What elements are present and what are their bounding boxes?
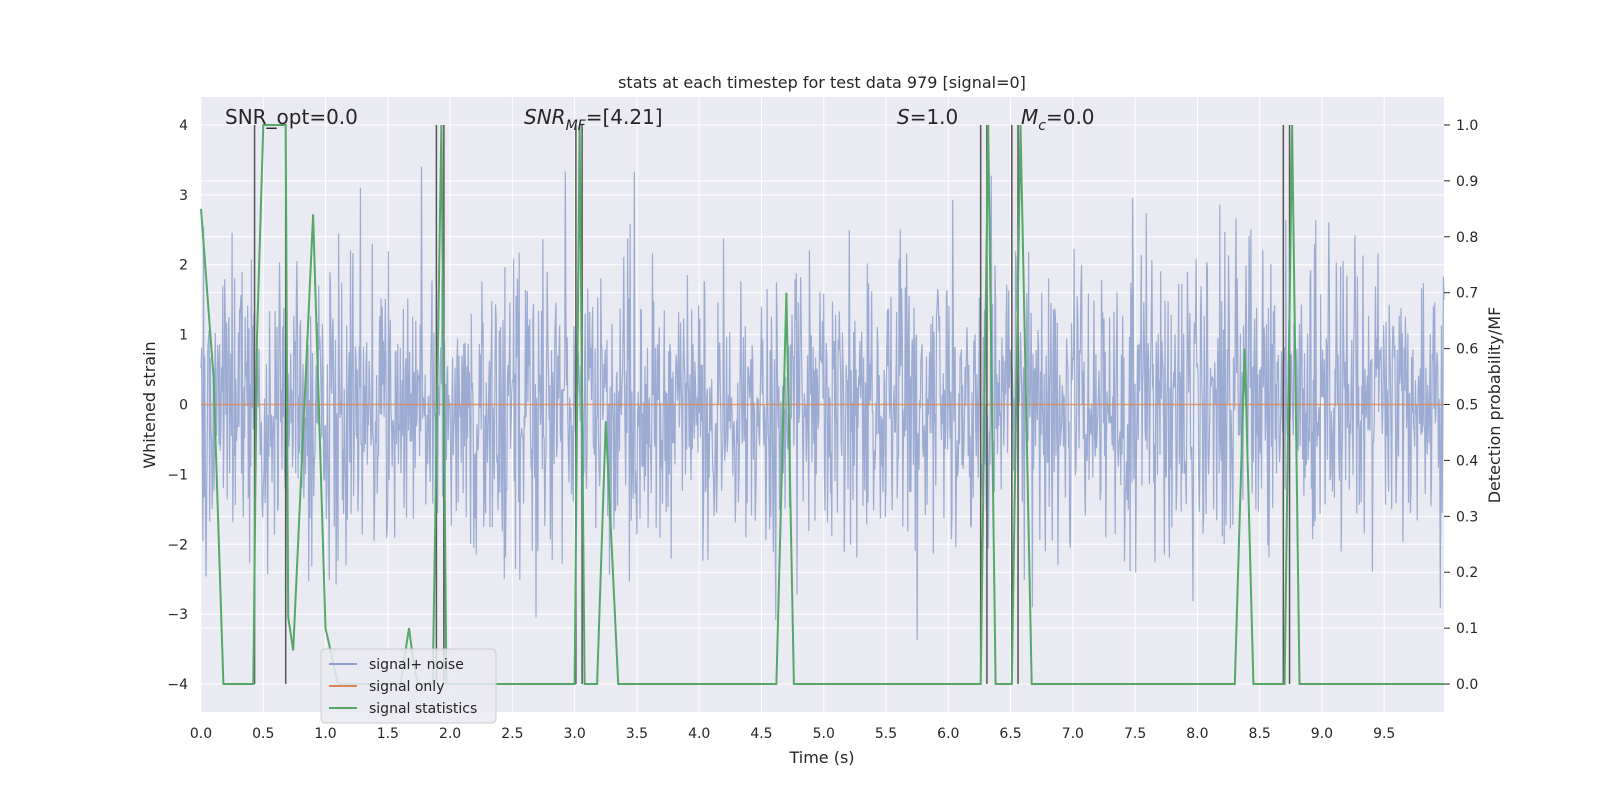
x-tick-label: 4.5 [750,726,772,742]
snr-mf-sub: MF [566,118,587,134]
x-tick-label: 3.5 [626,726,648,742]
legend-box [320,648,497,724]
y-tick-label: 4 [179,118,188,134]
y2-tick-label: 0.0 [1456,677,1478,693]
y-tick-label: 2 [179,258,188,274]
y-tick-label: −1 [167,467,188,483]
y2-tick-label: 0.7 [1456,286,1478,302]
y2-axis-label: Detection probability/MF [1485,307,1504,504]
mc-base: M [1021,105,1038,129]
mc-value: =0.0 [1046,105,1095,129]
legend-label-signal-plus-noise: signal+ noise [369,657,464,673]
y2-tick-label: 0.6 [1456,342,1478,358]
y2-tick-label: 0.3 [1456,509,1478,525]
s-value: =1.0 [910,105,959,129]
x-tick-label: 8.5 [1249,726,1271,742]
s-base: S [897,105,910,129]
x-tick-labels: 0.0 0.5 1.0 1.5 2.0 2.5 3.0 3.5 4.0 4.5 5.0 5.5 6.0 6… [190,726,1395,742]
snr-mf-value: =[4.21] [586,105,663,129]
y2-tick-label: 0.4 [1456,453,1478,469]
y-axis-label: Whitened strain [140,341,159,468]
chart-title: stats at each timestep for test data 979… [618,73,1026,92]
y-tick-label: −2 [167,537,188,553]
series-signal-plus-noise [200,166,1445,641]
x-tick-label: 6.5 [999,726,1021,742]
x-tick-label: 2.0 [439,726,461,742]
y-tick-label: 1 [179,328,188,344]
noise-trace [200,166,1445,641]
x-tick-label: 5.5 [875,726,897,742]
legend-label-signal-only: signal only [369,679,444,695]
y2-tick-label: 0.5 [1456,398,1478,414]
x-tick-label: 4.0 [688,726,710,742]
annotation-snr-mf: SNRMF=[4.21] [524,105,663,134]
y2-tick-label: 0.8 [1456,230,1478,246]
legend-label-signal-statistics: signal statistics [369,701,477,717]
y-tick-label: −3 [167,607,188,623]
x-tick-label: 9.0 [1311,726,1333,742]
x-tick-label: 7.5 [1124,726,1146,742]
annotation-s: S=1.0 [897,105,958,129]
y2-tick-label: 1.0 [1456,118,1478,134]
y-tick-label: −4 [167,677,188,693]
x-tick-label: 6.0 [937,726,959,742]
x-tick-label: 8.0 [1186,726,1208,742]
annotation-mc: Mc=0.0 [1021,105,1095,134]
x-tick-label: 7.0 [1062,726,1084,742]
x-tick-label: 9.5 [1373,726,1395,742]
y2-tick-label: 0.9 [1456,174,1478,190]
x-tick-label: 1.0 [314,726,336,742]
y2-tick-label: 0.1 [1456,621,1478,637]
x-tick-label: 0.0 [190,726,212,742]
snr-mf-base: SNR [524,105,566,129]
y-tick-label: 0 [179,398,188,414]
x-tick-label: 0.5 [252,726,274,742]
y-tick-labels: 4 3 2 1 0 −1 −2 −3 −4 [167,118,188,693]
x-tick-label: 1.5 [377,726,399,742]
x-tick-label: 3.0 [564,726,586,742]
x-tick-label: 5.0 [813,726,835,742]
mc-sub: c [1038,118,1046,134]
legend: signal+ noise signal only signal statist… [320,648,497,724]
y2-tick-labels: 1.0 0.9 0.8 0.7 0.6 0.5 0.4 0.3 0.2 0.1 0.0 [1444,118,1478,693]
x-axis-label: Time (s) [788,748,854,767]
y2-tick-label: 0.2 [1456,565,1478,581]
y-tick-label: 3 [179,188,188,204]
x-tick-label: 2.5 [501,726,523,742]
annotation-snr-opt: SNR_opt=0.0 [225,105,358,129]
